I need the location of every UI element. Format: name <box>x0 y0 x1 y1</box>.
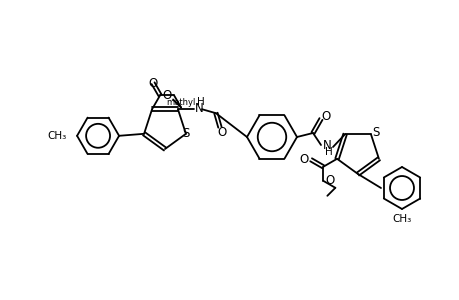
Text: methyl: methyl <box>166 98 196 107</box>
Text: O: O <box>162 89 172 102</box>
Text: O: O <box>148 77 157 90</box>
Text: O: O <box>321 110 330 122</box>
Text: N: N <box>195 102 203 115</box>
Text: H: H <box>196 97 204 107</box>
Text: CH₃: CH₃ <box>392 214 411 224</box>
Text: N: N <box>322 139 331 152</box>
Text: O: O <box>325 174 334 187</box>
Text: S: S <box>371 126 379 139</box>
Text: O: O <box>299 153 308 166</box>
Text: H: H <box>325 147 332 157</box>
Text: S: S <box>182 127 189 140</box>
Text: O: O <box>217 126 226 139</box>
Text: CH₃: CH₃ <box>48 131 67 141</box>
